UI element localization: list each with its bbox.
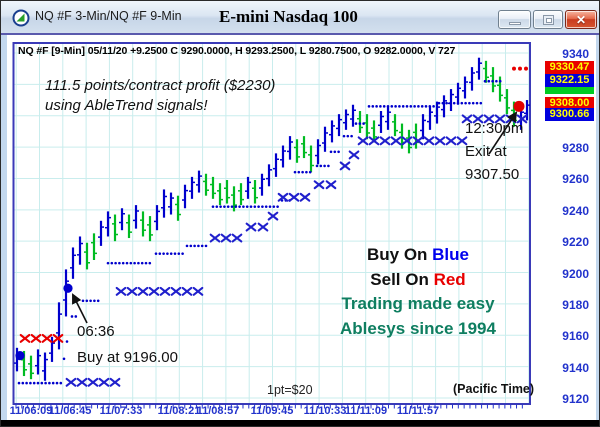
price-tick-label: 9240: [562, 203, 589, 218]
price-tick-label: 9120: [562, 392, 589, 406]
profit-annotation: 111.5 points/contract profit ($2230) usi…: [45, 76, 275, 116]
buy-price-label: Buy at 9196.00: [77, 349, 178, 366]
profit-line-1: 111.5 points/contract profit ($2230): [45, 77, 276, 94]
profit-line-2: using AbleTrend signals!: [45, 97, 208, 114]
price-flag: [545, 87, 594, 95]
titlebar[interactable]: NQ #F 3-Min/NQ #F 9-Min E-mini Nasdaq 10…: [1, 1, 599, 35]
promo-segment: Red: [433, 269, 466, 289]
time-tick-label: 11/08:57: [196, 405, 240, 417]
promo-block: Buy On Blue Sell On Red Trading made easy A…: [329, 243, 507, 341]
price-flag: 9308.00: [545, 96, 594, 110]
timezone-label: (Pacific Time): [453, 382, 535, 396]
price-tick-label: 9220: [562, 235, 589, 250]
price-tick-label: 9140: [562, 360, 589, 375]
chart-title: E-mini Nasdaq 100: [219, 7, 358, 26]
time-tick-label: 11/10:33: [303, 405, 347, 417]
promo-line: Sell On Red: [329, 268, 507, 293]
ablesys-logo-icon: [12, 9, 30, 27]
exit-annotation: 12:30pm Exit at 9307.50: [465, 117, 523, 186]
exit-price-label: 9307.50: [465, 166, 520, 183]
maximize-icon: [542, 15, 554, 25]
maximize-button[interactable]: [533, 10, 563, 29]
time-tick-label: 11/08:21: [157, 405, 201, 417]
time-tick-label: 11/06:09: [9, 405, 53, 417]
price-tick-label: 9280: [562, 141, 589, 156]
promo-line: Trading made easy: [329, 292, 507, 317]
time-tick-label: 11/09:45: [250, 405, 294, 417]
price-tick-label: 9200: [562, 266, 589, 281]
price-flag: 9300.66: [545, 108, 594, 122]
time-tick-label: 11/11:57: [396, 405, 440, 417]
promo-segment: Buy On: [366, 245, 433, 264]
promo-line: Ablesys since 1994: [329, 317, 507, 342]
exit-action-label: Exit at: [465, 143, 507, 160]
minimize-button[interactable]: [498, 10, 531, 29]
price-tick-label: 9180: [562, 297, 589, 312]
promo-segment: Ablesys since 1994: [340, 318, 496, 338]
time-tick-label: 11/06:45: [48, 405, 92, 417]
buy-time-label: 06:36: [77, 323, 115, 340]
price-tick-label: 9160: [562, 329, 589, 344]
time-tick-label: 11/07:33: [99, 405, 143, 417]
promo-segment: Blue: [432, 245, 469, 264]
promo-line: Buy On Blue: [329, 243, 507, 268]
exit-time-label: 12:30pm: [465, 120, 524, 137]
window-title: NQ #F 3-Min/NQ #F 9-Min: [35, 9, 182, 23]
close-button[interactable]: ✕: [565, 10, 597, 29]
price-tick-label: 9260: [562, 172, 589, 187]
close-icon: ✕: [575, 13, 587, 27]
window-frame-right: [596, 35, 599, 420]
price-tick-label: 9340: [562, 47, 589, 61]
time-tick-label: 11/11:09: [344, 405, 388, 417]
bottom-strip: [1, 420, 599, 426]
window-frame-left: [1, 35, 7, 420]
point-value-label: 1pt=$20: [267, 383, 313, 397]
promo-segment: Sell On: [370, 269, 434, 289]
quote-header: NQ #F [9-Min] 05/11/20 +9.2500 C 9290.00…: [18, 45, 456, 57]
price-flag: 9322.15: [545, 74, 594, 88]
promo-segment: Trading made easy: [341, 294, 495, 313]
buy-annotation: 06:36 Buy at 9196.00: [77, 319, 178, 371]
price-flag: 9330.47: [545, 61, 594, 75]
minimize-icon: [508, 22, 521, 25]
